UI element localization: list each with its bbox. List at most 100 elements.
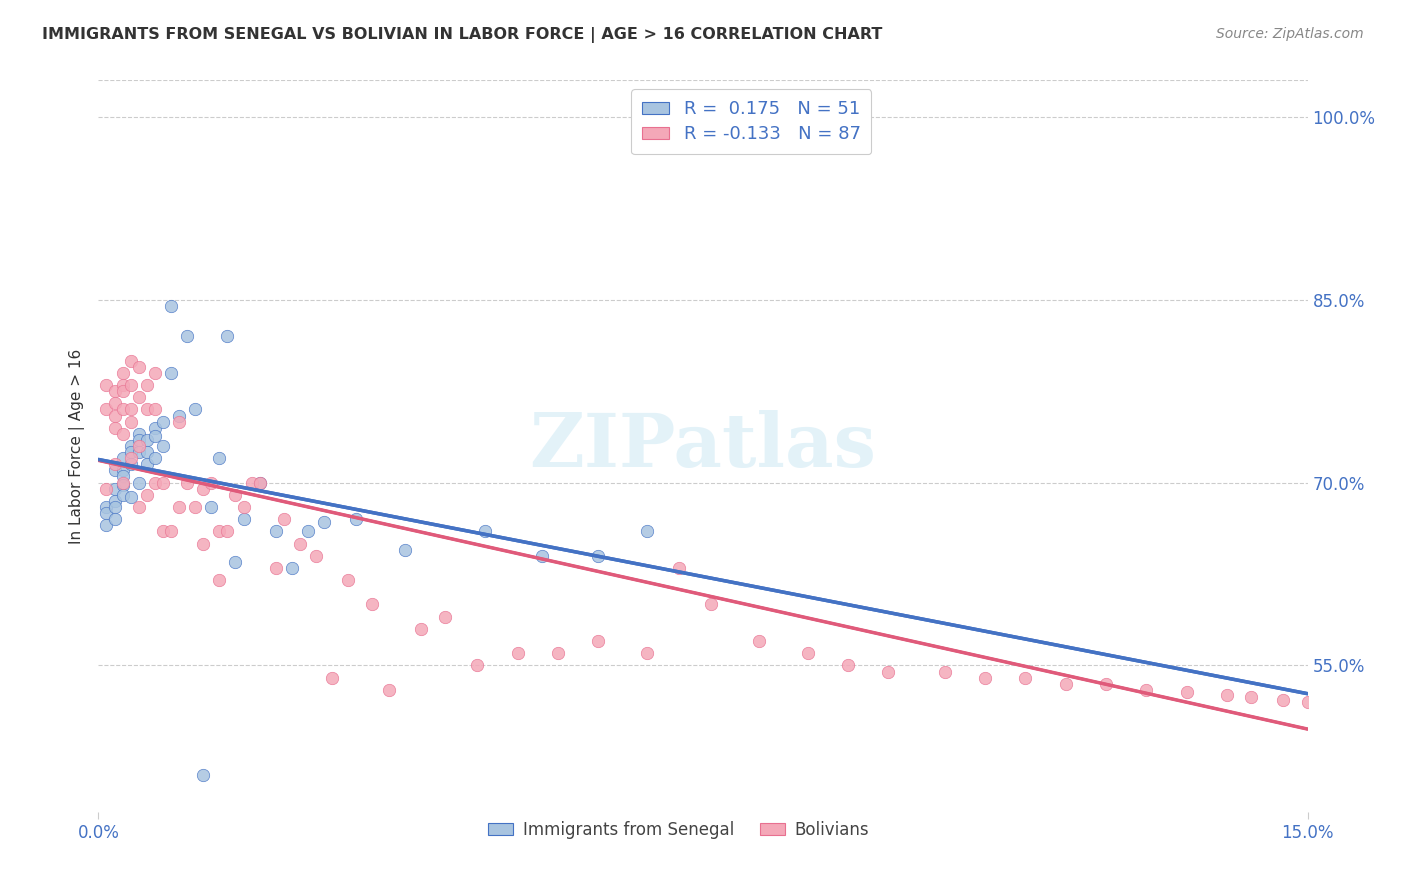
Point [281, 561, 304, 575]
Point [111, 488, 134, 502]
Point [264, 561, 287, 575]
Point [120, 439, 142, 453]
Point [167, 409, 190, 423]
Point [1296, 695, 1319, 709]
Point [1320, 698, 1343, 712]
Point [152, 439, 174, 453]
Point [143, 451, 166, 466]
Point [120, 353, 142, 368]
Point [748, 634, 770, 648]
Point [465, 658, 488, 673]
Point [120, 445, 142, 459]
Point [160, 524, 183, 539]
Point [264, 524, 287, 539]
Point [128, 433, 150, 447]
Point [103, 494, 125, 508]
Point [120, 490, 142, 504]
Point [111, 426, 134, 441]
Point [288, 536, 311, 550]
Point [120, 451, 142, 466]
Point [224, 555, 246, 569]
Point [1054, 677, 1077, 691]
Point [152, 524, 174, 539]
Point [837, 658, 859, 673]
Point [160, 299, 183, 313]
Point [176, 475, 198, 490]
Point [103, 512, 125, 526]
Point [700, 598, 723, 612]
Point [152, 415, 174, 429]
Point [1376, 705, 1399, 719]
Point [96, 518, 118, 533]
Point [103, 482, 125, 496]
Point [135, 445, 157, 459]
Point [232, 512, 254, 526]
Point [361, 598, 384, 612]
Point [636, 646, 658, 660]
Point [96, 402, 118, 417]
Point [224, 488, 246, 502]
Point [193, 768, 215, 782]
Point [474, 524, 496, 539]
Point [1272, 692, 1295, 706]
Point [1240, 690, 1263, 705]
Point [135, 458, 157, 472]
Point [530, 549, 553, 563]
Point [208, 573, 231, 587]
Point [111, 378, 134, 392]
Point [184, 402, 207, 417]
Point [135, 402, 157, 417]
Point [1216, 688, 1239, 702]
Point [128, 359, 150, 374]
Point [1361, 702, 1384, 716]
Point [143, 366, 166, 380]
Legend: Immigrants from Senegal, Bolivians: Immigrants from Senegal, Bolivians [479, 813, 877, 847]
Point [96, 506, 118, 520]
Point [249, 475, 271, 490]
Point [103, 463, 125, 477]
Point [377, 682, 399, 697]
Point [934, 665, 956, 679]
Point [111, 475, 134, 490]
Point [135, 433, 157, 447]
Point [128, 426, 150, 441]
Point [96, 500, 118, 514]
Point [111, 469, 134, 483]
Point [434, 609, 457, 624]
Text: IMMIGRANTS FROM SENEGAL VS BOLIVIAN IN LABOR FORCE | AGE > 16 CORRELATION CHART: IMMIGRANTS FROM SENEGAL VS BOLIVIAN IN L… [42, 27, 883, 43]
Point [240, 475, 263, 490]
Point [249, 475, 271, 490]
Point [111, 478, 134, 492]
Point [111, 451, 134, 466]
Point [1095, 677, 1118, 691]
Point [232, 500, 254, 514]
Point [176, 329, 198, 343]
Point [668, 561, 690, 575]
Point [586, 549, 609, 563]
Point [636, 524, 658, 539]
Point [103, 409, 125, 423]
Text: ZIPatlas: ZIPatlas [530, 409, 876, 483]
Point [547, 646, 569, 660]
Point [200, 500, 222, 514]
Point [314, 515, 336, 529]
Point [120, 402, 142, 417]
Point [103, 384, 125, 399]
Point [1135, 682, 1157, 697]
Point [167, 500, 190, 514]
Point [200, 475, 222, 490]
Point [128, 445, 150, 459]
Point [128, 390, 150, 404]
Point [103, 458, 125, 472]
Point [797, 646, 820, 660]
Point [143, 402, 166, 417]
Point [143, 475, 166, 490]
Point [344, 512, 367, 526]
Point [297, 524, 319, 539]
Point [208, 451, 231, 466]
Y-axis label: In Labor Force | Age > 16: In Labor Force | Age > 16 [69, 349, 84, 543]
Point [1014, 671, 1036, 685]
Point [409, 622, 432, 636]
Point [111, 366, 134, 380]
Point [217, 524, 239, 539]
